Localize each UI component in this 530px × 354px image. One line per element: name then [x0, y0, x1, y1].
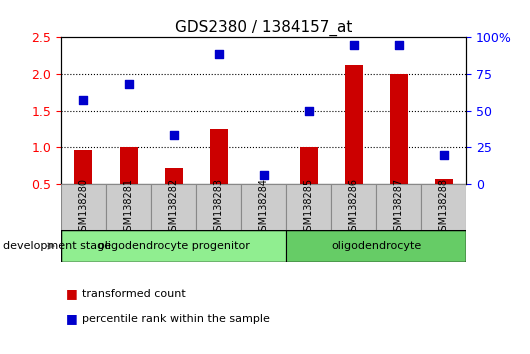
Bar: [300, 147, 318, 184]
Text: GSM138288: GSM138288: [439, 178, 449, 236]
Point: [214, 51, 223, 57]
Point: [259, 172, 268, 177]
Text: GSM138285: GSM138285: [304, 177, 314, 237]
Text: oligodendrocyte: oligodendrocyte: [331, 241, 421, 251]
Text: GSM138283: GSM138283: [214, 178, 224, 236]
Text: GSM138287: GSM138287: [394, 177, 404, 237]
Bar: [151, 184, 196, 230]
Point: [350, 42, 358, 47]
Text: percentile rank within the sample: percentile rank within the sample: [82, 314, 270, 324]
Bar: [241, 184, 286, 230]
Bar: [74, 149, 92, 184]
Bar: [286, 184, 331, 230]
Text: transformed count: transformed count: [82, 289, 186, 299]
Bar: [286, 230, 466, 262]
Bar: [376, 184, 421, 230]
Bar: [119, 147, 138, 184]
Bar: [390, 74, 408, 184]
Text: oligodendrocyte progenitor: oligodendrocyte progenitor: [98, 241, 250, 251]
Text: GSM138282: GSM138282: [169, 177, 179, 237]
Bar: [106, 184, 151, 230]
Point: [440, 152, 448, 158]
Text: ■: ■: [66, 287, 78, 300]
Text: GSM138280: GSM138280: [78, 178, 89, 236]
Bar: [196, 184, 241, 230]
Bar: [209, 129, 228, 184]
Bar: [61, 230, 286, 262]
Bar: [331, 184, 376, 230]
Bar: [421, 184, 466, 230]
Bar: [435, 179, 453, 184]
Point: [124, 81, 132, 87]
Text: GSM138286: GSM138286: [349, 178, 359, 236]
Point: [80, 97, 88, 102]
Text: GSM138284: GSM138284: [259, 178, 269, 236]
Point: [169, 132, 178, 138]
Text: ■: ■: [66, 312, 78, 325]
Bar: [61, 184, 106, 230]
Text: GSM138281: GSM138281: [123, 178, 134, 236]
Bar: [344, 65, 363, 184]
Bar: [164, 168, 182, 184]
Point: [394, 42, 403, 47]
Point: [304, 108, 313, 113]
Text: development stage: development stage: [3, 241, 111, 251]
Title: GDS2380 / 1384157_at: GDS2380 / 1384157_at: [175, 19, 352, 36]
